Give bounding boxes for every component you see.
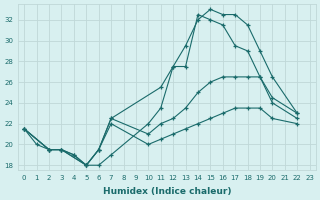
X-axis label: Humidex (Indice chaleur): Humidex (Indice chaleur) xyxy=(103,187,231,196)
